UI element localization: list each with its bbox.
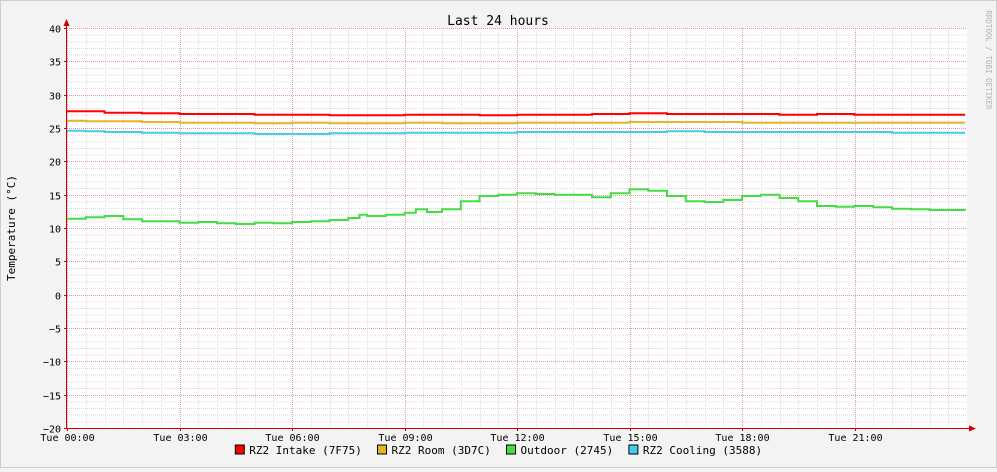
- y-tick-label: 15: [49, 192, 61, 203]
- axes: [63, 19, 976, 432]
- series-line-4: [67, 129, 966, 135]
- rrdtool-watermark: RRDTOOL / TOBI OETIKER: [984, 10, 993, 110]
- y-tick-label: −20: [43, 425, 61, 436]
- x-tick-label: Tue 18:00: [715, 433, 769, 444]
- y-tick-label: 20: [49, 158, 61, 169]
- series-line-2: [67, 119, 966, 125]
- y-tick-label: 5: [55, 258, 61, 269]
- y-tick-label: 35: [49, 58, 61, 69]
- x-tick-label: Tue 09:00: [378, 433, 432, 444]
- legend-swatch-3: [506, 444, 516, 455]
- y-tick-label: 40: [49, 25, 61, 36]
- x-tick-label: Tue 06:00: [265, 433, 319, 444]
- y-tick-label: 0: [55, 292, 61, 303]
- legend-label-1: RZ2 Intake (7F75): [249, 444, 362, 457]
- legend-label-3: Outdoor (2745): [521, 444, 614, 457]
- y-tick-label: −10: [43, 358, 61, 369]
- y-tick-label: 10: [49, 225, 61, 236]
- x-tick-label: Tue 15:00: [603, 433, 657, 444]
- y-axis-label: Temperature (°C): [5, 175, 18, 281]
- y-axis-arrow: [63, 19, 70, 26]
- series-layer: [67, 110, 967, 225]
- series-line-1: [67, 110, 966, 117]
- x-tick-label: Tue 12:00: [490, 433, 544, 444]
- x-tick-label: Tue 03:00: [153, 433, 207, 444]
- legend-swatch-2: [377, 444, 387, 455]
- legend-swatch-4: [628, 444, 639, 455]
- legend-label-4: RZ2 Cooling (3588): [643, 444, 762, 457]
- y-tick-label: 30: [49, 92, 61, 103]
- series-line-3: [67, 188, 967, 225]
- x-axis-arrow: [969, 425, 976, 432]
- x-tick-label: Tue 21:00: [828, 433, 882, 444]
- y-tick-label: 25: [49, 125, 61, 136]
- legend-swatch-1: [234, 444, 245, 455]
- x-tick-label: Tue 00:00: [40, 433, 94, 444]
- legend: RZ2 Intake (7F75) RZ2 Room (3D7C) Outdoor …: [234, 444, 762, 457]
- chart-title: Last 24 hours: [447, 14, 549, 29]
- y-tick-label: −5: [49, 325, 61, 336]
- y-tick-label: −15: [43, 392, 61, 403]
- legend-label-2: RZ2 Room (3D7C): [392, 444, 491, 457]
